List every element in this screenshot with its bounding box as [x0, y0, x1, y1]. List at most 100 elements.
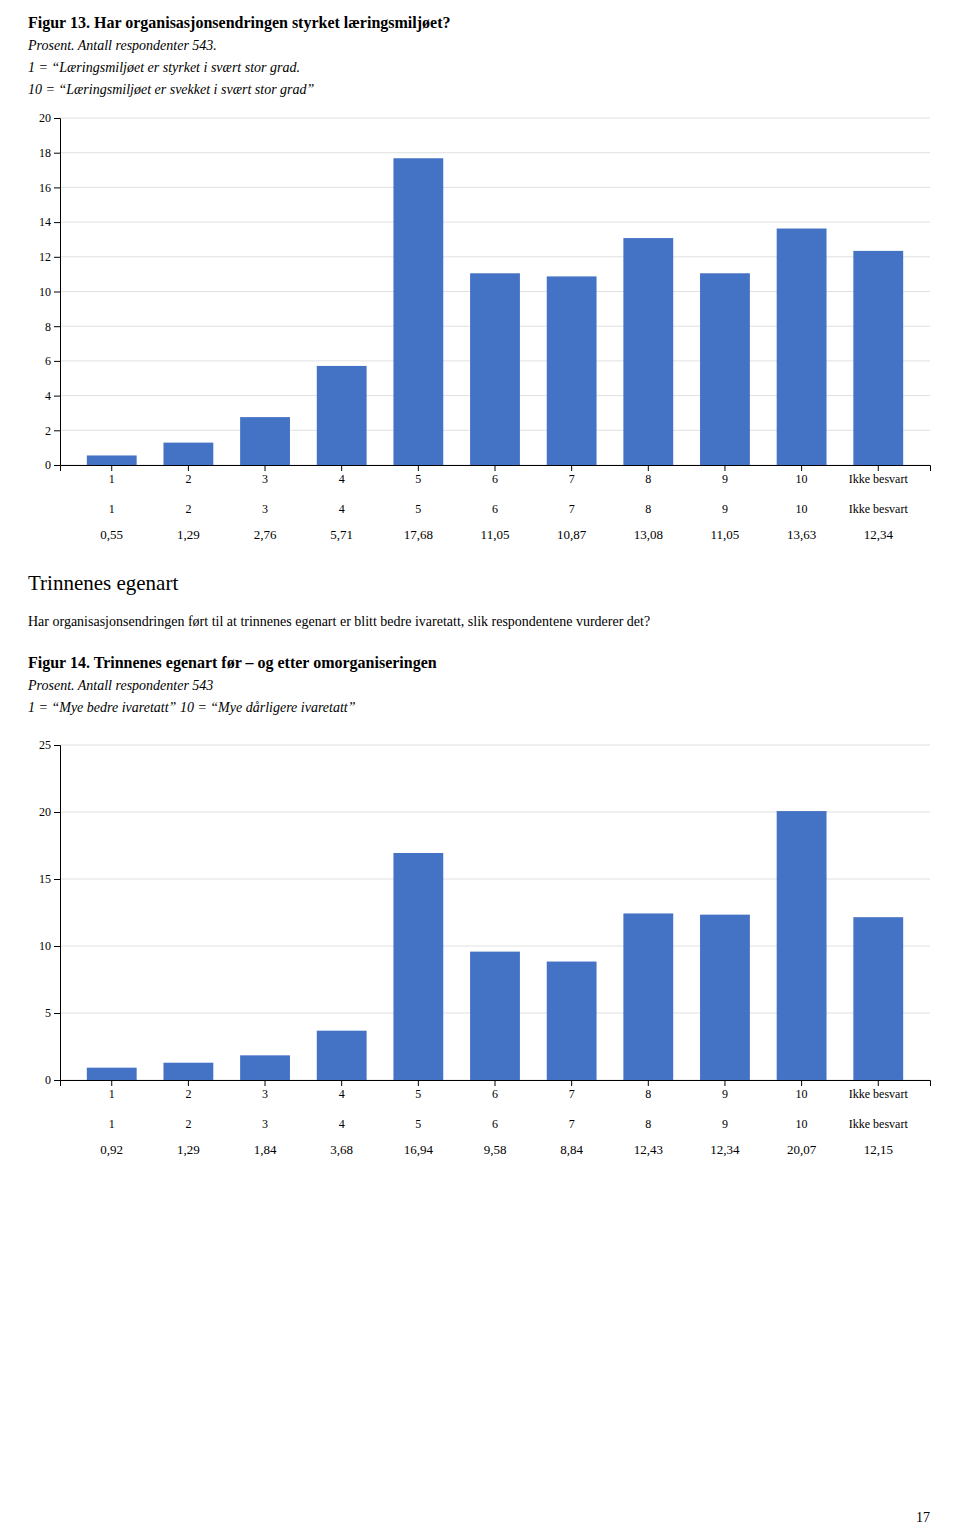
chart: Figur 13. Har organisasjonsendringen sty… [27, 14, 931, 542]
y-tick-mark [54, 222, 60, 223]
page-number: 17 [916, 1510, 930, 1525]
x-tick-mark [341, 465, 342, 471]
y-tick-label: 15 [39, 872, 51, 886]
y-tick: 0 [45, 458, 60, 472]
y-tick-mark [54, 257, 60, 258]
x-tick-mark [878, 465, 879, 471]
grid-line [60, 222, 930, 223]
y-tick: 0 [45, 1073, 60, 1087]
chart-subtitle: Prosent. Antall respondenter 543. [27, 38, 217, 53]
x-axis: 12345678910Ikke besvart [61, 465, 931, 486]
y-tick: 16 [39, 181, 60, 195]
bar [470, 952, 520, 1080]
y-axis-line [54, 119, 61, 466]
bar [547, 962, 597, 1080]
x-tick-label: Ikke besvart [849, 1087, 909, 1101]
bar [393, 158, 443, 465]
y-tick-mark [54, 361, 60, 362]
bar [163, 443, 213, 465]
x-tick: 3 [262, 465, 268, 486]
data-label: 12,43 [634, 1142, 663, 1157]
x-tick: 1 [109, 465, 115, 486]
x-tick: 1 [109, 1080, 115, 1101]
chart-subtitle: 1 = “Mye bedre ivaretatt” 10 = “Mye dårl… [28, 700, 356, 715]
section-title: Trinnenes egenart [28, 571, 178, 595]
x-tick-label: 4 [339, 472, 345, 486]
bars [87, 811, 903, 1080]
x-tick-mark [111, 465, 112, 471]
x-tick-mark [418, 465, 419, 471]
value-table: 12345678910Ikke besvart0,551,292,765,711… [100, 502, 908, 542]
data-label: 17,68 [404, 527, 433, 542]
x-axis-line [61, 466, 931, 472]
y-tick: 5 [45, 1006, 60, 1020]
value-table: 12345678910Ikke besvart0,921,291,843,681… [100, 1117, 908, 1157]
bar [700, 915, 750, 1080]
data-label: 2,76 [254, 527, 277, 542]
x-tick-label: 3 [262, 1087, 268, 1101]
x-tick-label: 6 [492, 1087, 498, 1101]
y-tick-label: 25 [39, 738, 51, 752]
y-tick: 6 [45, 354, 60, 368]
x-tick-mark [188, 1080, 189, 1086]
x-tick-mark [495, 1080, 496, 1086]
x-tick-label: Ikke besvart [849, 472, 909, 486]
y-tick: 20 [39, 805, 60, 819]
x-tick-mark [188, 465, 189, 471]
x-tick: 7 [569, 465, 575, 486]
y-tick-mark [54, 118, 60, 119]
y-tick: 18 [39, 146, 60, 160]
x-tick-mark [724, 1080, 725, 1086]
x-tick: 3 [262, 1080, 268, 1101]
y-tick-mark [54, 1013, 60, 1014]
data-label: 13,08 [634, 527, 663, 542]
x-tick: 4 [339, 465, 345, 486]
y-tick-mark [54, 326, 60, 327]
x-tick: 6 [492, 1080, 498, 1101]
x-tick-label: 3 [262, 472, 268, 486]
x-tick: 10 [796, 465, 808, 486]
bar [547, 276, 597, 465]
x-tick-mark [341, 1080, 342, 1086]
chart-title: Figur 14. Trinnenes egenart før – og ett… [28, 654, 437, 672]
table-category: Ikke besvart [849, 1117, 909, 1131]
chart-subtitle: 1 = “Læringsmiljøet er styrket i svært s… [28, 60, 300, 75]
grid [60, 118, 930, 465]
data-label: 8,84 [560, 1142, 583, 1157]
y-tick-label: 14 [39, 215, 51, 229]
table-category: 2 [185, 502, 191, 516]
x-tick-label: 1 [109, 472, 115, 486]
y-tick: 25 [39, 738, 60, 752]
y-tick: 10 [39, 285, 60, 299]
table-category: 3 [262, 502, 268, 516]
x-tick-label: 10 [796, 1087, 808, 1101]
x-tick: 7 [569, 1080, 575, 1101]
chart-subtitle: Prosent. Antall respondenter 543 [27, 678, 213, 693]
table-category: 3 [262, 1117, 268, 1131]
y-tick: 10 [39, 939, 60, 953]
y-axis: 02468101214161820 [39, 111, 61, 472]
data-label: 1,29 [177, 527, 200, 542]
y-tick-label: 0 [45, 1073, 51, 1087]
table-category: 7 [569, 1117, 575, 1131]
bar [163, 1063, 213, 1080]
bar [777, 811, 827, 1080]
y-tick-mark [54, 187, 60, 188]
bar [623, 238, 673, 465]
y-tick-mark [54, 946, 60, 947]
bar [700, 273, 750, 465]
y-tick: 4 [45, 389, 60, 403]
x-tick-mark [801, 1080, 802, 1086]
table-category: 5 [415, 1117, 421, 1131]
y-tick: 2 [45, 424, 60, 438]
bar [317, 366, 367, 465]
y-tick-label: 2 [45, 424, 51, 438]
y-tick-label: 10 [39, 285, 51, 299]
table-category: 6 [492, 1117, 498, 1131]
x-tick: 9 [722, 1080, 728, 1101]
grid [60, 745, 930, 1080]
y-tick-label: 5 [45, 1006, 51, 1020]
y-tick: 20 [39, 111, 60, 125]
x-tick: 8 [645, 465, 651, 486]
x-tick-label: 4 [339, 1087, 345, 1101]
